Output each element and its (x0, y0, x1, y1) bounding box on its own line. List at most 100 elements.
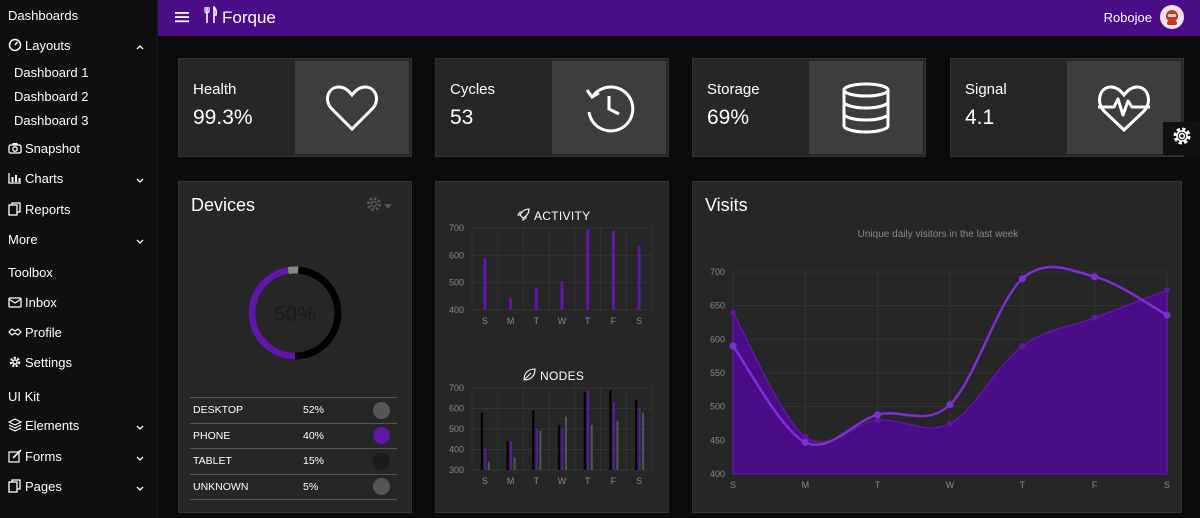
chart-title-text: NODES (540, 369, 585, 383)
panel-options-dropdown[interactable] (365, 195, 393, 218)
bar (611, 230, 615, 310)
copy-icon (8, 202, 22, 216)
chevron-up-icon (135, 40, 145, 50)
sidebar-item-dashboard-1[interactable]: Dashboard 1 (14, 64, 89, 80)
user-name: Robojoe (1103, 9, 1152, 25)
data-point (1164, 287, 1170, 294)
data-point (1019, 343, 1026, 350)
chart-title-text: ACTIVITY (534, 209, 591, 223)
bar (609, 390, 612, 470)
bar (561, 429, 564, 470)
activity-bar-chart: 400 500 600 700 S M T W T F S (449, 223, 653, 326)
top-navbar: Forque Robojoe (158, 0, 1200, 36)
donut-marker (248, 266, 342, 360)
sidebar-item-pages[interactable]: Pages (8, 475, 149, 497)
bar (590, 424, 593, 470)
sidebar-heading-uikit: UI Kit (8, 388, 40, 404)
database-icon (809, 61, 923, 154)
x-tick-label: S (636, 476, 642, 486)
chart-subtitle: Unique daily visitors in the last week (857, 229, 1019, 240)
sidebar-item-charts[interactable]: Charts (8, 167, 149, 189)
bar (510, 441, 513, 470)
bar (487, 461, 490, 470)
device-name: DESKTOP (190, 397, 300, 423)
chevron-down-icon (135, 173, 145, 183)
device-pct: 52% (300, 397, 370, 423)
camera-icon (8, 141, 22, 155)
sidebar-item-label: Inbox (25, 294, 57, 310)
device-name: PHONE (190, 422, 300, 449)
table-row: DESKTOP 52% (190, 397, 397, 423)
y-tick-label: 600 (449, 404, 464, 414)
sidebar-item-dashboard-3[interactable]: Dashboard 3 (14, 112, 89, 128)
sidebar-heading-toolbox: Toolbox (8, 264, 53, 280)
sidebar-item-inbox[interactable]: Inbox (8, 291, 149, 313)
y-tick-label: 400 (449, 445, 464, 455)
stat-card-cycles: Cycles 53 (435, 58, 669, 157)
data-point (1091, 273, 1099, 281)
data-point (802, 433, 809, 440)
data-point (1163, 311, 1171, 319)
sidebar-item-dashboard-2[interactable]: Dashboard 2 (14, 88, 89, 104)
sidebar-heading-dashboards: Dashboards (8, 7, 79, 23)
user-menu[interactable]: Robojoe (1104, 5, 1184, 29)
x-tick-label: S (482, 316, 488, 326)
x-tick-label: S (1164, 480, 1170, 490)
sidebar-item-more[interactable]: More (8, 228, 149, 250)
table-row: PHONE 40% (190, 422, 397, 449)
x-tick-label: T (534, 476, 540, 486)
bar-chart-icon (8, 171, 22, 185)
bar (587, 390, 590, 470)
caret-down-icon (383, 198, 393, 216)
bar (565, 416, 567, 470)
table-row: TABLET 15% (190, 448, 397, 474)
brand-name: Forque (222, 7, 276, 27)
sidebar-item-profile[interactable]: Profile (8, 321, 149, 343)
sidebar-item-label: Charts (25, 170, 64, 186)
sidebar-item-label: Settings (25, 354, 72, 370)
stat-value: 69% (707, 106, 750, 129)
settings-gear-button[interactable] (1163, 122, 1200, 155)
x-tick-label: T (585, 316, 591, 326)
y-tick-label: 700 (449, 223, 464, 233)
brand[interactable]: Forque (204, 5, 276, 29)
sidebar-item-snapshot[interactable]: Snapshot (8, 137, 149, 159)
gear-icon (8, 355, 22, 369)
bar (513, 457, 516, 470)
bar (638, 408, 641, 470)
donut-label: 50% (274, 303, 316, 326)
sidebar-item-label: More (8, 231, 38, 247)
x-tick-label: T (875, 480, 881, 490)
hamburger-menu-icon[interactable] (174, 9, 190, 25)
x-tick-label: W (558, 316, 567, 326)
device-pct: 5% (300, 473, 370, 500)
visits-area-chart: 400 450 500 550 600 650 700 S M T W T F S (710, 265, 1171, 490)
devices-donut-chart: 50% (248, 266, 342, 360)
sidebar-item-layouts[interactable]: Layouts (8, 34, 149, 56)
y-tick-label: 500 (449, 424, 464, 434)
stat-value: 99.3% (193, 106, 253, 129)
sidebar-item-reports[interactable]: Reports (8, 198, 149, 220)
bar (539, 431, 542, 470)
sidebar-item-settings[interactable]: Settings (8, 351, 149, 373)
bar (483, 258, 487, 310)
bar (484, 449, 487, 470)
edit-icon (8, 449, 22, 463)
legend-dot (373, 452, 390, 470)
y-tick-label: 600 (449, 250, 464, 260)
sidebar-item-forms[interactable]: Forms (8, 445, 149, 467)
sidebar-item-label: Elements (25, 417, 80, 433)
gear-icon (365, 195, 383, 218)
x-tick-label: M (507, 476, 515, 486)
data-point (1018, 275, 1026, 283)
bar (635, 400, 638, 470)
device-pct: 15% (300, 448, 370, 474)
y-tick-label: 650 (710, 301, 725, 311)
data-point (1091, 314, 1098, 321)
bar (509, 297, 513, 310)
envelope-icon (8, 295, 22, 309)
legend-dot (373, 427, 390, 445)
bar (560, 281, 564, 310)
sidebar-item-elements[interactable]: Elements (8, 414, 149, 436)
legend-dot (373, 478, 390, 496)
